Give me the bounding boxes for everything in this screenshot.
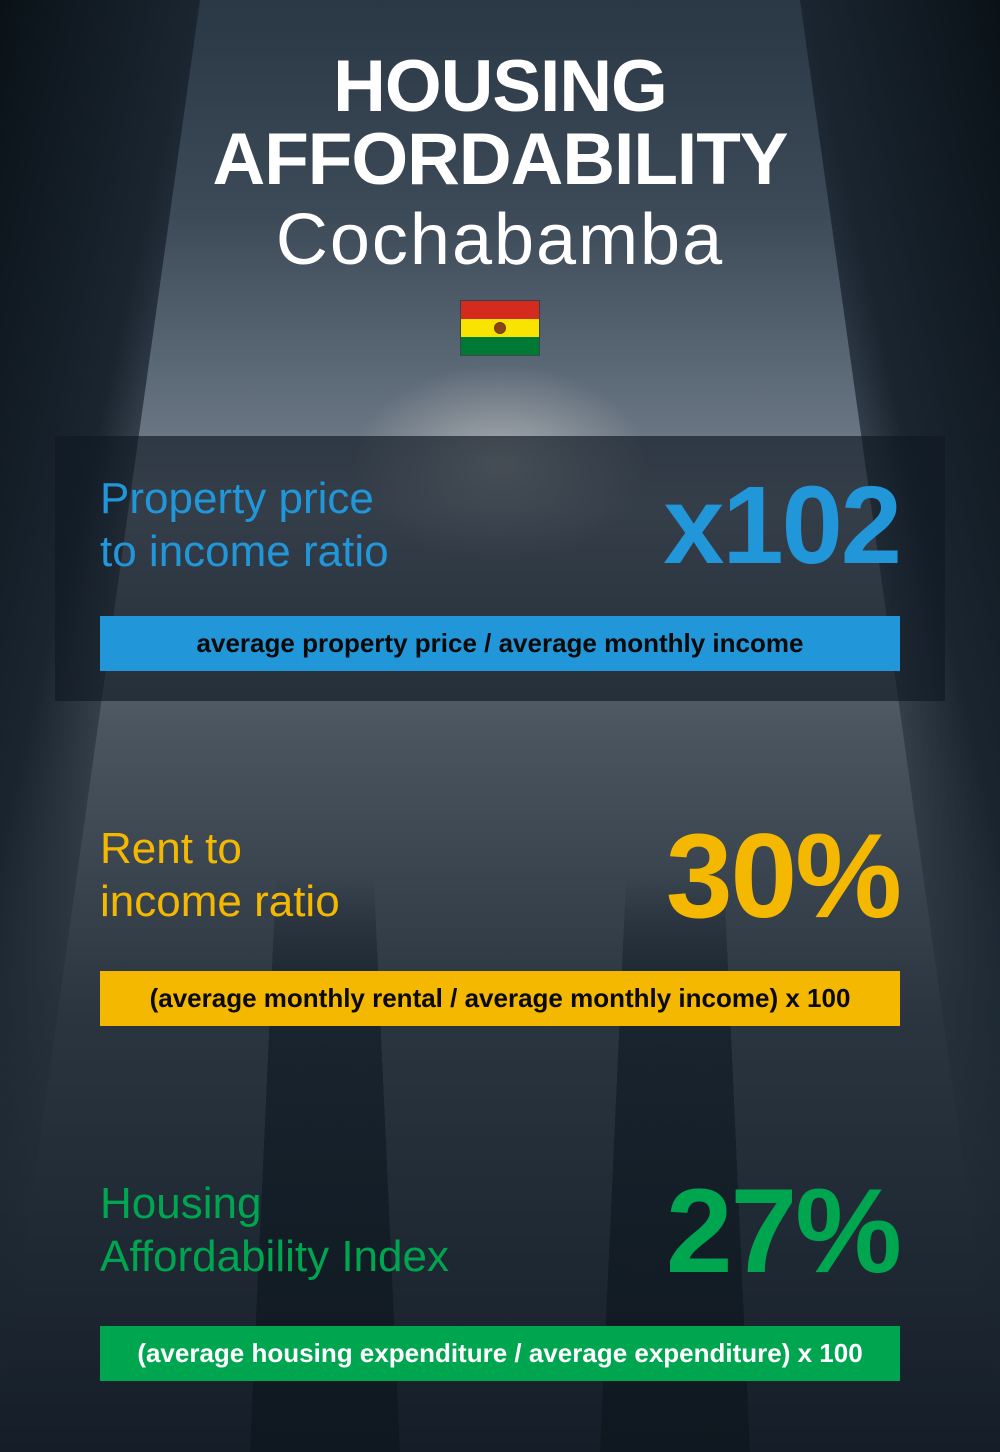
metric-label: Rent toincome ratio bbox=[100, 823, 340, 929]
flag-stripe bbox=[461, 319, 539, 337]
metric-card-affordability-index: HousingAffordability Index 27% (average … bbox=[55, 1136, 945, 1411]
flag-stripe bbox=[461, 301, 539, 319]
metric-label: Property priceto income ratio bbox=[100, 473, 389, 579]
metric-value: x102 bbox=[663, 471, 900, 581]
flag-emblem bbox=[494, 322, 506, 334]
flag-stripe bbox=[461, 337, 539, 355]
metric-formula: (average housing expenditure / average e… bbox=[100, 1326, 900, 1381]
metric-label: HousingAffordability Index bbox=[100, 1178, 449, 1284]
metric-value: 27% bbox=[666, 1171, 900, 1291]
metric-row: Property priceto income ratio x102 bbox=[100, 471, 900, 581]
bolivia-flag-icon bbox=[460, 300, 540, 356]
metric-formula: average property price / average monthly… bbox=[100, 616, 900, 671]
metric-card-property-price: Property priceto income ratio x102 avera… bbox=[55, 436, 945, 701]
metric-row: HousingAffordability Index 27% bbox=[100, 1171, 900, 1291]
metric-row: Rent toincome ratio 30% bbox=[100, 816, 900, 936]
title-main: HOUSING AFFORDABILITY bbox=[55, 50, 945, 196]
title-sub: Cochabamba bbox=[55, 201, 945, 280]
metric-value: 30% bbox=[666, 816, 900, 936]
metric-card-rent: Rent toincome ratio 30% (average monthly… bbox=[55, 781, 945, 1056]
content-container: HOUSING AFFORDABILITY Cochabamba Propert… bbox=[0, 0, 1000, 1452]
metric-formula: (average monthly rental / average monthl… bbox=[100, 971, 900, 1026]
